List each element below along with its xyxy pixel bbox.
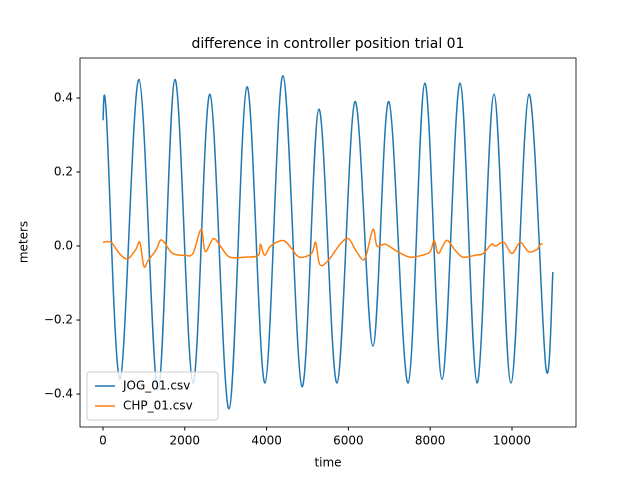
chart-title: difference in controller position trial … xyxy=(192,36,465,52)
legend-box xyxy=(86,371,219,421)
legend-label: CHP_01.csv xyxy=(123,399,193,413)
x-tick-label: 6000 xyxy=(333,434,364,448)
line-series xyxy=(102,228,543,268)
y-tick-label: −0.2 xyxy=(44,313,73,327)
x-tick-label: 10000 xyxy=(493,434,531,448)
y-axis-label: meters xyxy=(17,221,31,263)
x-tick-label: 4000 xyxy=(251,434,282,448)
y-tick-label: −0.4 xyxy=(44,387,73,401)
legend-label: JOG_01.csv xyxy=(122,379,190,393)
plot-frame xyxy=(79,57,577,428)
x-axis-label: time xyxy=(314,456,341,470)
legend: JOG_01.csv CHP_01.csv xyxy=(86,371,219,421)
x-tick-label: 0 xyxy=(99,434,107,448)
y-tick-label: 0.0 xyxy=(54,239,73,253)
y-tick-label: 0.2 xyxy=(54,164,73,178)
x-tick-label: 2000 xyxy=(170,434,201,448)
x-tick-label: 8000 xyxy=(415,434,446,448)
y-tick-label: 0.4 xyxy=(54,90,73,104)
line-series xyxy=(102,75,554,410)
